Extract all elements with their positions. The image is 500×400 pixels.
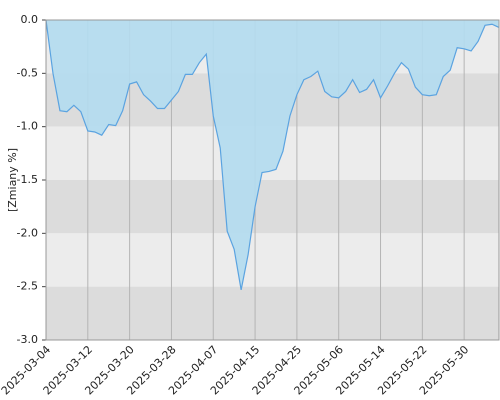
area [46,20,499,290]
background-band [46,233,499,287]
background-band [46,180,499,234]
y-tick-label: 0.0 [21,13,39,26]
y-tick-label: -1.5 [17,173,38,186]
y-axis-label: [Zmiany %] [6,148,19,212]
y-tick-label: -2.0 [17,226,38,239]
y-tick-label: -0.5 [17,66,38,79]
line [45,19,500,290]
y-tick-label: -3.0 [17,333,38,346]
y-tick-label: -2.5 [17,280,38,293]
plot-frame [45,19,500,341]
background-band [46,286,499,340]
y-tick-label: -1.0 [17,120,38,133]
